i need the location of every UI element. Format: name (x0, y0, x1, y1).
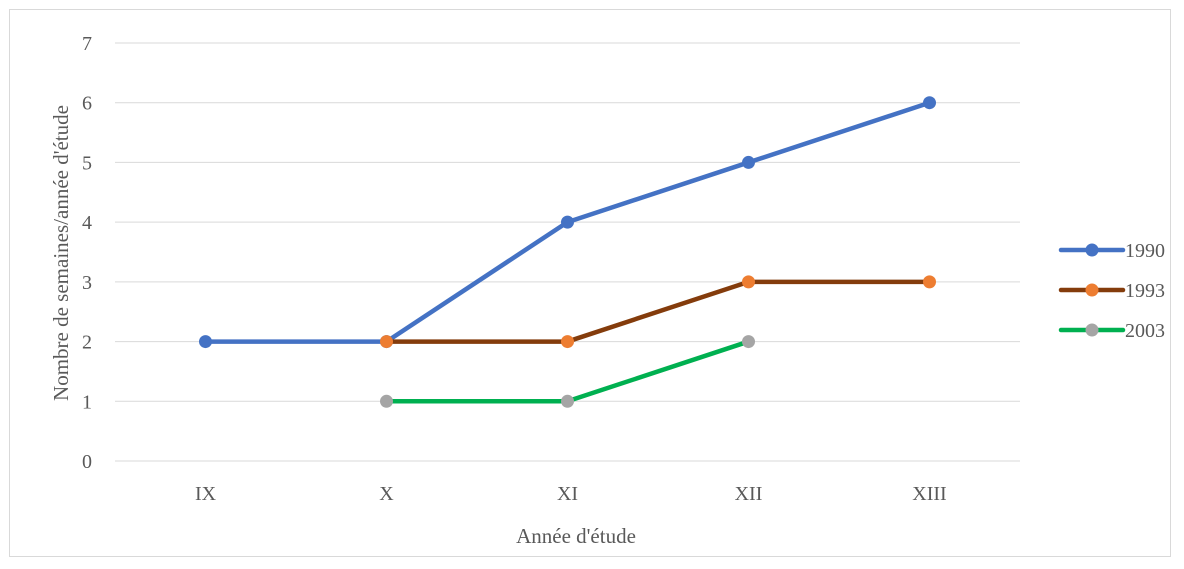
x-tick-label: XI (557, 483, 578, 505)
data-point (199, 335, 212, 349)
y-tick-label: 0 (82, 451, 92, 473)
y-tick-label: 3 (82, 272, 92, 294)
chart-frame: 0 1 2 3 4 5 6 7 IX X XI XII XIII Année d'étude Nomb… (9, 9, 1171, 557)
data-point (561, 394, 574, 408)
legend-item: 1993 (1058, 280, 1165, 302)
data-point (380, 394, 393, 408)
legend-marker (1085, 323, 1099, 337)
x-tick-label: XIII (912, 483, 946, 505)
x-tick-label: XII (735, 483, 763, 505)
data-point (561, 215, 574, 229)
x-axis-ticks: IX X XI XII XIII (195, 483, 947, 505)
legend-label: 1990 (1125, 240, 1165, 262)
legend-marker (1085, 243, 1099, 257)
series-lines (199, 96, 936, 408)
legend-label: 2003 (1125, 320, 1165, 342)
x-axis-title: Année d'étude (516, 524, 636, 548)
legend-item: 1990 (1058, 240, 1165, 262)
data-point (380, 335, 393, 349)
x-tick-label: X (379, 483, 394, 505)
legend-item: 2003 (1058, 320, 1165, 342)
data-point (923, 275, 936, 289)
legend-label: 1993 (1125, 280, 1165, 302)
series-2003 (380, 335, 755, 408)
legend-marker (1085, 283, 1099, 297)
y-tick-label: 5 (82, 152, 92, 174)
y-tick-label: 2 (82, 332, 92, 354)
series-line (384, 279, 932, 344)
legend: 1990 1993 2003 (1058, 240, 1165, 342)
x-tick-label: IX (195, 483, 217, 505)
data-point (561, 335, 574, 349)
data-point (923, 96, 936, 110)
y-axis-ticks: 0 1 2 3 4 5 6 7 (82, 33, 92, 473)
y-tick-label: 7 (82, 33, 92, 55)
y-tick-label: 6 (82, 93, 92, 115)
data-point (742, 155, 755, 169)
y-tick-label: 1 (82, 391, 92, 413)
line-chart: 0 1 2 3 4 5 6 7 IX X XI XII XIII Année d'étude Nomb… (49, 33, 1165, 548)
data-point (742, 275, 755, 289)
series-line (384, 339, 751, 404)
y-tick-label: 4 (82, 212, 92, 234)
y-axis-title: Nombre de semaines/année d'étude (49, 105, 73, 401)
data-point (742, 335, 755, 349)
series-1993 (380, 275, 936, 349)
